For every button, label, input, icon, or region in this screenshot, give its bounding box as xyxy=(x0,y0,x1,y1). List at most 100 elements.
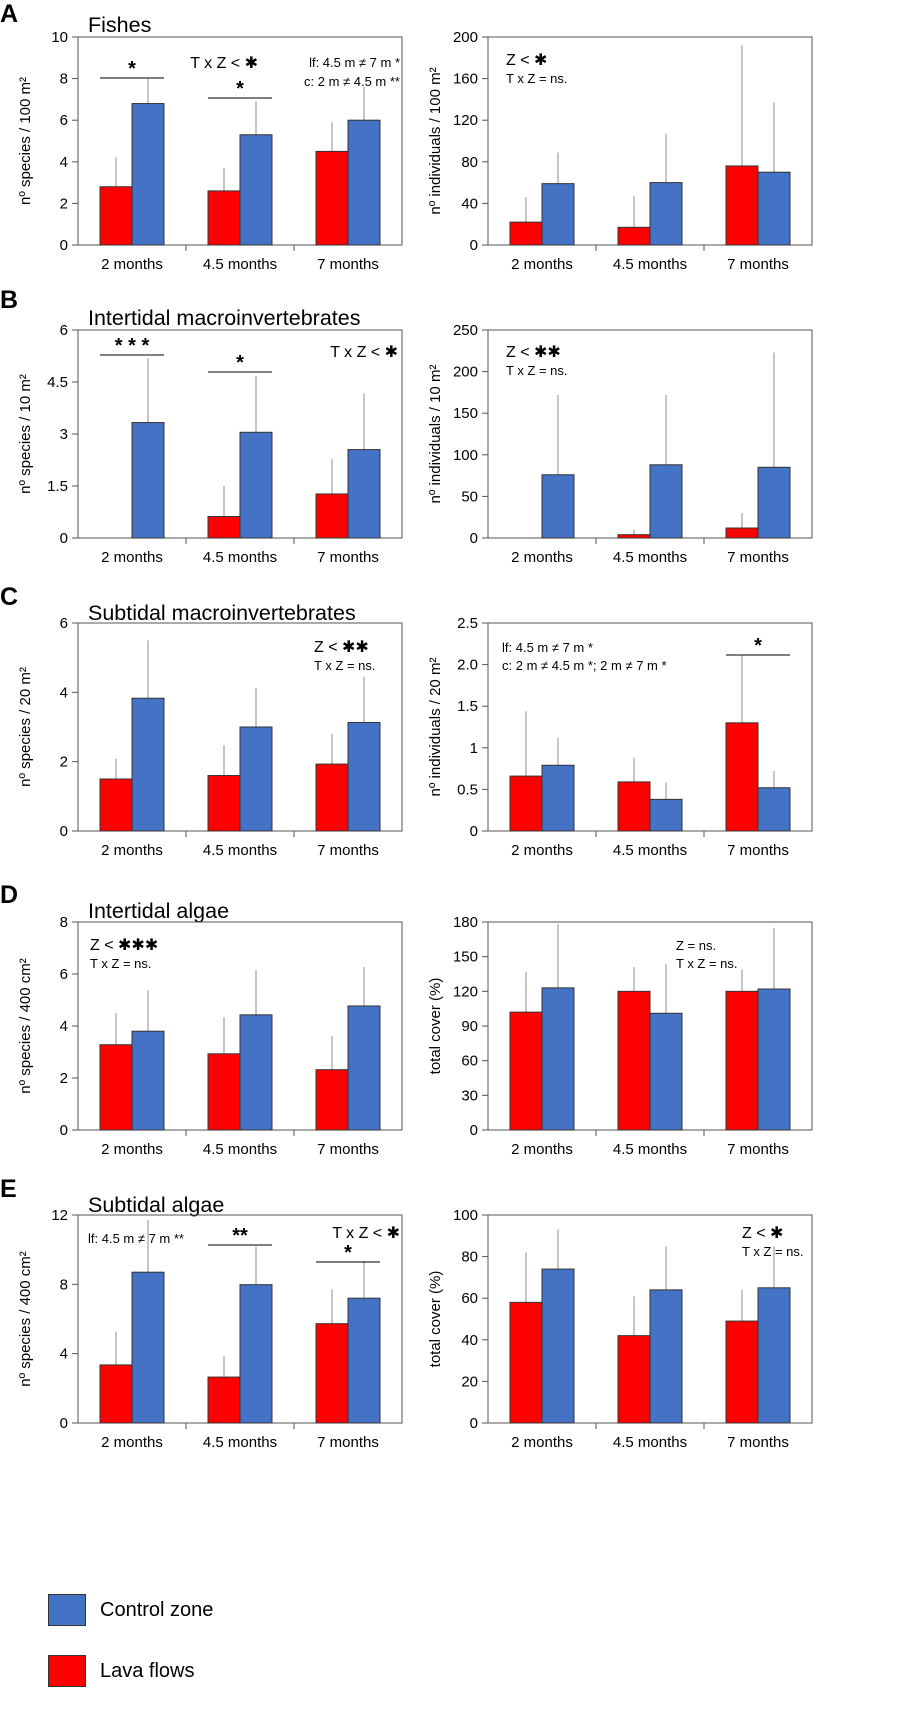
chart-E-left-ytick-label: 8 xyxy=(60,1276,68,1293)
chart-D-left-bar-lava xyxy=(99,1044,133,1131)
chart-C-right-bar-control xyxy=(649,798,683,832)
legend-lava-label: Lava flows xyxy=(100,1659,195,1682)
panel-title-C: Subtidal macroinvertebrates xyxy=(88,601,356,625)
chart-B-left-bar-control xyxy=(131,422,165,539)
chart-A-right-xtick-label: 2 months xyxy=(511,256,573,273)
chart-D-right-ytick-label: 60 xyxy=(461,1053,478,1070)
chart-C-left-ytick-label: 2 xyxy=(60,754,68,771)
chart-D-right-xtick-label: 4.5 months xyxy=(613,1141,687,1158)
chart-E-right-annotation: Z < ✱ xyxy=(742,1225,783,1242)
chart-D-right-ytick-label: 30 xyxy=(461,1087,478,1104)
chart-E-left-ytick-label: 4 xyxy=(60,1346,68,1363)
chart-A-left-ytick-label: 8 xyxy=(60,71,68,88)
chart-C-right-annotation: lf: 4.5 m ≠ 7 m * xyxy=(502,640,593,655)
chart-A-left-bar-control xyxy=(131,103,165,246)
panel-title-A: Fishes xyxy=(88,13,151,37)
chart-B-right-bar-control xyxy=(757,466,791,539)
chart-E-left-bar-control xyxy=(239,1284,273,1424)
chart-B-left-sig-label: * * * xyxy=(115,335,150,357)
chart-D-right-bar-control xyxy=(541,987,575,1131)
chart-E-right-ytick-label: 40 xyxy=(461,1332,478,1349)
chart-E-left-ylabel: nº species / 400 cm² xyxy=(17,1251,34,1387)
chart-C-left-xtick-label: 7 months xyxy=(317,842,379,859)
chart-E-left-bar-control xyxy=(131,1271,165,1424)
legend-control-label: Control zone xyxy=(100,1598,214,1621)
chart-A-left-xtick-label: 2 months xyxy=(101,256,163,273)
chart-C-left-bar-lava xyxy=(99,778,133,832)
chart-B-left-bar-lava xyxy=(207,516,241,539)
chart-A-right-ytick-label: 120 xyxy=(453,112,478,129)
chart-B-right-ytick-label: 250 xyxy=(453,322,478,339)
chart-B-right-bar-control xyxy=(649,464,683,539)
chart-A-left-ytick-label: 4 xyxy=(60,154,68,171)
chart-A-right-bar-lava xyxy=(509,221,543,246)
chart-D-left-bar-control xyxy=(131,1030,165,1131)
chart-A-left-bar-lava xyxy=(99,186,133,246)
chart-B-left-bar-control xyxy=(239,431,273,539)
chart-D-right-xtick-label: 2 months xyxy=(511,1141,573,1158)
chart-A-right-annotation: T x Z = ns. xyxy=(506,71,568,86)
legend-lava: Lava flows xyxy=(48,1655,195,1687)
chart-A-right-ytick-label: 160 xyxy=(453,71,478,88)
chart-C-right-bar-control xyxy=(757,787,791,832)
chart-B-right-ytick-label: 100 xyxy=(453,447,478,464)
chart-D-left-xtick-label: 4.5 months xyxy=(203,1141,277,1158)
chart-E-left-xtick-label: 2 months xyxy=(101,1434,163,1451)
chart-B-left-ytick-label: 0 xyxy=(60,530,68,547)
chart-D-right-bar-lava xyxy=(725,990,759,1131)
chart-B-right-bar-control xyxy=(541,474,575,539)
panel-letter-B: B xyxy=(0,286,18,314)
chart-D-left-annotation: Z < ✱✱✱ xyxy=(90,937,158,954)
chart-A-right-xtick-label: 4.5 months xyxy=(613,256,687,273)
legend-control: Control zone xyxy=(48,1594,213,1626)
chart-A-left-ytick-label: 2 xyxy=(60,195,68,212)
chart-E-right-bar-control xyxy=(541,1268,575,1424)
chart-C-left-annotation: Z < ✱✱ xyxy=(314,639,369,656)
chart-E-right-ytick-label: 100 xyxy=(453,1207,478,1224)
chart-D-right-bar-lava xyxy=(509,1011,543,1131)
chart-E-right-xtick-label: 2 months xyxy=(511,1434,573,1451)
chart-E-left-bar-lava xyxy=(207,1376,241,1424)
chart-E-left-annotation: T x Z < ✱ xyxy=(332,1225,400,1242)
chart-E-right-ytick-label: 0 xyxy=(470,1415,478,1432)
chart-B-left-bar-lava xyxy=(315,493,349,539)
chart-D-right-ytick-label: 0 xyxy=(470,1122,478,1139)
chart-A-right-ylabel: nº individuals / 100 m² xyxy=(427,67,444,214)
chart-C-right-xtick-label: 7 months xyxy=(727,842,789,859)
chart-E-right-ylabel: total cover (%) xyxy=(427,1271,444,1368)
chart-D-right-ylabel: total cover (%) xyxy=(427,978,444,1075)
chart-D-right-bar-control xyxy=(757,988,791,1131)
chart-B-left-xtick-label: 4.5 months xyxy=(203,549,277,566)
chart-E-left-annotation: lf: 4.5 m ≠ 7 m ** xyxy=(88,1231,184,1246)
chart-D-left-ytick-label: 8 xyxy=(60,914,68,931)
chart-C-right-bar-lava xyxy=(617,781,651,832)
chart-B-left-ytick-label: 4.5 xyxy=(47,374,68,391)
chart-A-right-bar-control xyxy=(541,183,575,246)
chart-C-left-annotation: T x Z = ns. xyxy=(314,658,376,673)
chart-B-right-ytick-label: 150 xyxy=(453,405,478,422)
panel-letter-A: A xyxy=(0,0,18,28)
chart-A-right-bar-control xyxy=(757,171,791,246)
chart-C-right-ytick-label: 1 xyxy=(470,740,478,757)
chart-D-right-annotation: T x Z = ns. xyxy=(676,956,738,971)
chart-D-right-annotation: Z = ns. xyxy=(676,938,716,953)
chart-C-right-bar-lava xyxy=(725,722,759,832)
chart-A-left-ytick-label: 0 xyxy=(60,237,68,254)
panel-letter-D: D xyxy=(0,881,18,909)
chart-D-left-xtick-label: 7 months xyxy=(317,1141,379,1158)
chart-E-right-xtick-label: 4.5 months xyxy=(613,1434,687,1451)
legend-lava-swatch xyxy=(48,1655,86,1687)
chart-D-right-ytick-label: 90 xyxy=(461,1018,478,1035)
chart-C-left-bar-control xyxy=(131,697,165,832)
chart-D-left-bar-control xyxy=(239,1014,273,1131)
chart-C-right-ylabel: nº individuals / 20 m² xyxy=(427,658,444,797)
chart-B-right-ytick-label: 0 xyxy=(470,530,478,547)
chart-B-left-ylabel: nº species / 10 m² xyxy=(17,374,34,494)
chart-C-right-xtick-label: 2 months xyxy=(511,842,573,859)
chart-E-right-ytick-label: 80 xyxy=(461,1249,478,1266)
chart-C-right-ytick-label: 0 xyxy=(470,823,478,840)
chart-C-left-ytick-label: 6 xyxy=(60,615,68,632)
chart-B-right-annotation: T x Z = ns. xyxy=(506,363,568,378)
chart-B-left-ytick-label: 3 xyxy=(60,426,68,443)
